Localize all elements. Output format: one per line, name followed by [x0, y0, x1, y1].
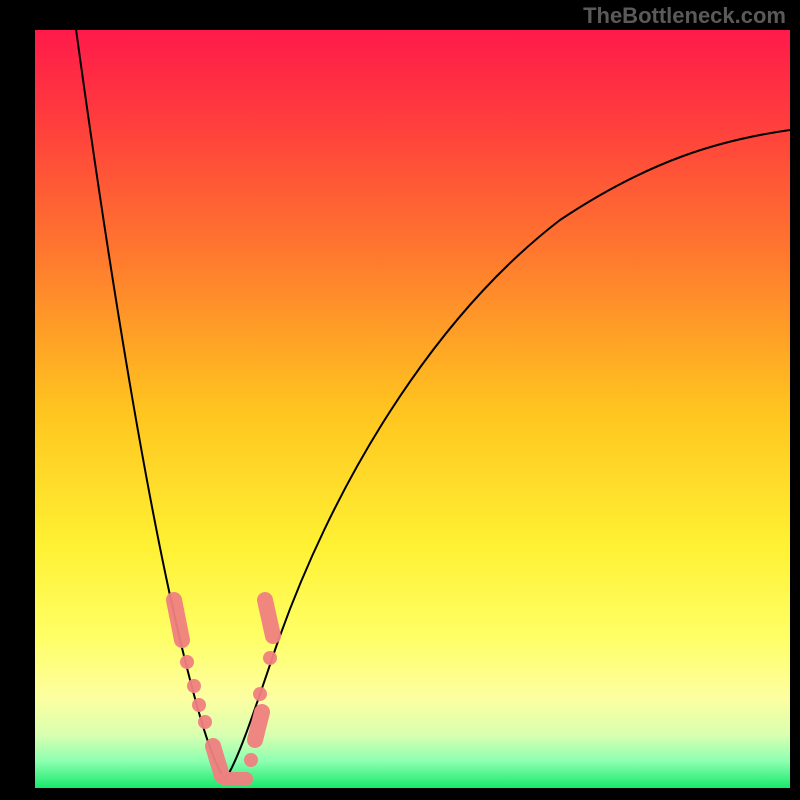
marker-capsule — [255, 712, 262, 740]
gradient-background — [35, 30, 790, 788]
marker-point — [263, 651, 277, 665]
marker-point — [244, 753, 258, 767]
marker-point — [187, 679, 201, 693]
plot-area — [0, 0, 800, 800]
marker-point — [180, 655, 194, 669]
marker-point — [198, 715, 212, 729]
marker-point — [253, 687, 267, 701]
watermark-text: TheBottleneck.com — [583, 3, 786, 29]
marker-capsule — [174, 600, 182, 640]
chart-container: TheBottleneck.com — [0, 0, 800, 800]
marker-point — [192, 698, 206, 712]
marker-capsule — [265, 600, 273, 636]
marker-capsule — [213, 746, 222, 776]
